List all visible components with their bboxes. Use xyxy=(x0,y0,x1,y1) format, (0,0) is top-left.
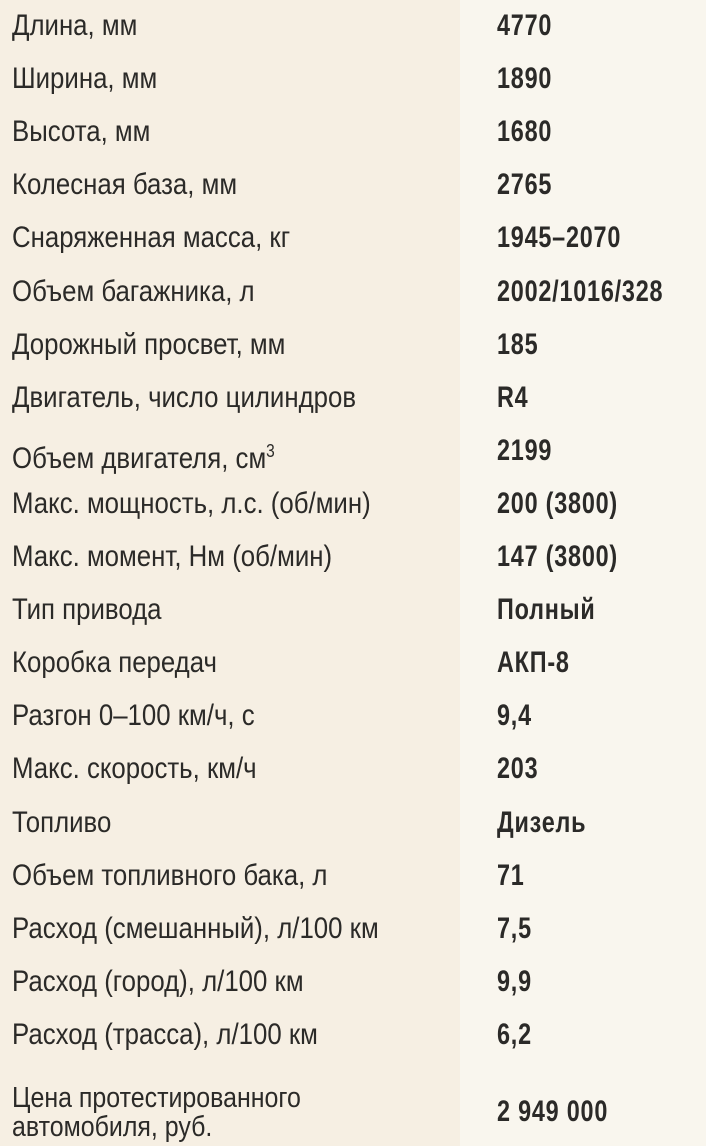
spec-value: 2765 xyxy=(497,168,553,202)
spec-label: Цена протестированного автомобиля, руб. xyxy=(12,1084,301,1142)
spec-value: Полный xyxy=(497,593,596,627)
spec-value: 1680 xyxy=(497,115,553,149)
spec-label: Колесная база, мм xyxy=(12,167,237,203)
spec-label-text: Макс. мощность, л.с. (об/мин) xyxy=(12,486,371,520)
spec-row: Дорожный просвет, мм 185 xyxy=(0,319,706,372)
spec-label: Расход (город), л/100 км xyxy=(12,964,304,1000)
spec-label-text: Расход (трасса), л/100 км xyxy=(12,1017,318,1051)
spec-label: Двигатель, число цилиндров xyxy=(12,380,356,416)
spec-label-text: Разгон 0–100 км/ч, с xyxy=(12,699,255,733)
spec-row: Ширина, мм 1890 xyxy=(0,53,706,106)
spec-value: Дизель xyxy=(497,805,587,839)
spec-value: 6,2 xyxy=(497,1017,532,1051)
spec-value: 9,9 xyxy=(497,964,532,998)
spec-row: Расход (смешанный), л/100 км 7,5 xyxy=(0,903,706,956)
spec-value: 200 (3800) xyxy=(497,486,618,520)
spec-row: Снаряженная масса, кг 1945–2070 xyxy=(0,212,706,265)
spec-label: Объем топливного бака, л xyxy=(12,858,327,894)
spec-value: 9,4 xyxy=(497,699,532,733)
spec-row: Макс. мощность, л.с. (об/мин) 200 (3800) xyxy=(0,478,706,531)
spec-label-text: Расход (смешанный), л/100 км xyxy=(12,911,379,945)
spec-row: Двигатель, число цилиндров R4 xyxy=(0,372,706,425)
spec-label-line2: автомобиля, руб. xyxy=(12,1111,213,1143)
spec-label: Объем багажника, л xyxy=(12,274,255,310)
spec-label: Высота, мм xyxy=(12,114,150,150)
spec-value: 2199 xyxy=(497,433,553,467)
spec-label-text: Тип привода xyxy=(12,593,162,627)
spec-value: 203 xyxy=(497,752,539,786)
spec-value: 147 (3800) xyxy=(497,540,618,573)
spec-label: Макс. момент, Нм (об/мин) xyxy=(12,539,332,575)
spec-value: 185 xyxy=(497,327,539,361)
spec-label: Топливо xyxy=(12,805,111,841)
spec-label-text: Цена протестированного xyxy=(12,1082,301,1114)
spec-value: 1945–2070 xyxy=(497,221,622,255)
spec-label: Расход (смешанный), л/100 км xyxy=(12,911,379,947)
spec-value: 71 xyxy=(497,858,525,892)
spec-value: 2 949 000 xyxy=(497,1095,609,1128)
spec-value: 2002/1016/328 xyxy=(497,274,664,308)
spec-label-text: Двигатель, число цилиндров xyxy=(12,380,357,414)
spec-label: Разгон 0–100 км/ч, с xyxy=(12,698,255,734)
spec-label: Тип привода xyxy=(12,592,162,628)
spec-label-text: Ширина, мм xyxy=(12,62,158,96)
spec-row: Длина, мм 4770 xyxy=(0,0,706,53)
spec-label-text: Длина, мм xyxy=(12,9,138,42)
spec-label: Макс. скорость, км/ч xyxy=(12,751,257,787)
spec-label: Макс. мощность, л.с. (об/мин) xyxy=(12,486,371,522)
spec-row: Расход (город), л/100 км 9,9 xyxy=(0,956,706,1009)
spec-row: Макс. момент, Нм (об/мин) 147 (3800) xyxy=(0,531,706,584)
spec-row: Макс. скорость, км/ч 203 xyxy=(0,743,706,796)
spec-label-text: Высота, мм xyxy=(12,115,151,149)
spec-row: Объем топливного бака, л 71 xyxy=(0,850,706,903)
spec-label-text: Дорожный просвет, мм xyxy=(12,327,286,361)
spec-label-text: Объем багажника, л xyxy=(12,274,255,308)
spec-row: Топливо Дизель xyxy=(0,797,706,850)
spec-label-text: Колесная база, мм xyxy=(12,168,238,202)
label-column-background xyxy=(0,0,460,1146)
spec-value: АКП-8 xyxy=(497,646,570,680)
spec-row: Тип привода Полный xyxy=(0,584,706,637)
spec-label-text: Макс. момент, Нм (об/мин) xyxy=(12,540,333,573)
spec-row: Разгон 0–100 км/ч, с 9,4 xyxy=(0,690,706,743)
spec-row: Коробка передач АКП-8 xyxy=(0,637,706,690)
spec-value: 1890 xyxy=(497,62,553,96)
spec-row: Цена протестированного автомобиля, руб. 2 … xyxy=(0,1084,706,1142)
spec-label: Коробка передач xyxy=(12,645,217,681)
spec-label-text: Расход (город), л/100 км xyxy=(12,964,304,998)
spec-row: Колесная база, мм 2765 xyxy=(0,159,706,212)
spec-label: Расход (трасса), л/100 км xyxy=(12,1017,318,1053)
spec-row: Объем багажника, л 2002/1016/328 xyxy=(0,266,706,319)
spec-value: 4770 xyxy=(497,9,553,42)
spec-label: Ширина, мм xyxy=(12,61,157,97)
spec-row: Объем двигателя, см3 2199 xyxy=(0,425,706,478)
spec-label: Длина, мм xyxy=(12,8,137,44)
spec-label-text: Макс. скорость, км/ч xyxy=(12,752,257,786)
spec-value: 7,5 xyxy=(497,911,532,945)
spec-label-text: Объем двигателя, см xyxy=(12,441,267,475)
spec-label: Снаряженная масса, кг xyxy=(12,220,290,256)
spec-row: Расход (трасса), л/100 км 6,2 xyxy=(0,1009,706,1062)
spec-value: R4 xyxy=(497,380,529,414)
spec-label-text: Коробка передач xyxy=(12,646,217,680)
spec-row: Высота, мм 1680 xyxy=(0,106,706,159)
spec-label-text: Объем топливного бака, л xyxy=(12,858,328,892)
spec-label: Дорожный просвет, мм xyxy=(12,327,285,363)
superscript: 3 xyxy=(266,440,275,461)
spec-label-text: Топливо xyxy=(12,805,112,839)
spec-label: Объем двигателя, см3 xyxy=(12,433,275,477)
spec-label-text: Снаряженная масса, кг xyxy=(12,221,291,255)
